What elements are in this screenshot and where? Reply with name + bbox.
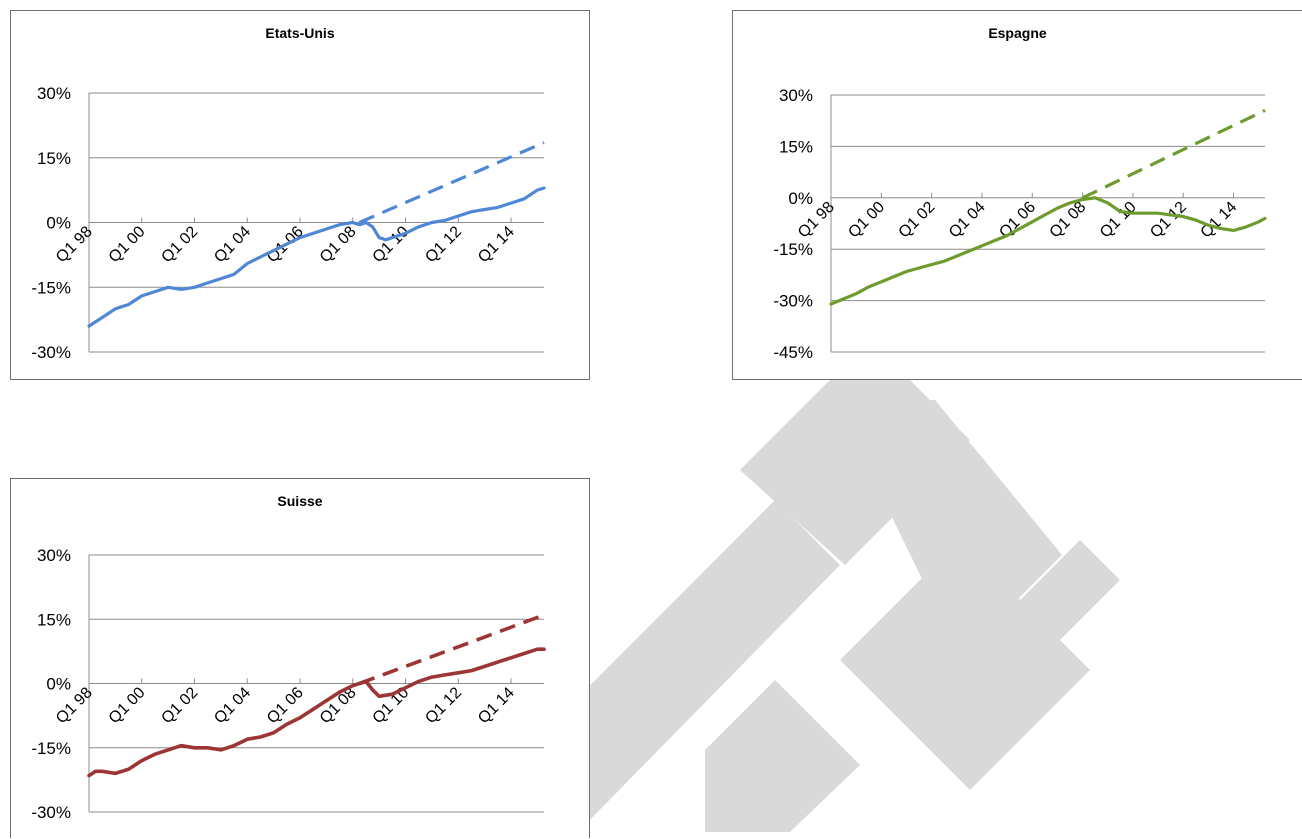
y-tick-label: 15% <box>779 137 813 156</box>
y-tick-label: 0% <box>788 189 813 208</box>
x-tick-label: Q1 14 <box>475 223 518 266</box>
y-tick-label: -15% <box>773 240 813 259</box>
chart-svg-etats-unis: 30%15%0%-15%-30%Q1 98 Q1 00 Q1 02 Q1 04 Q1 0… <box>31 84 546 362</box>
x-tick-label: Q1 14 <box>475 684 518 727</box>
x-tick-label: Q1 02 <box>158 223 201 266</box>
x-tick-label: Q1 00 <box>106 684 149 727</box>
chart-svg-espagne: 30%15%0%-15%-30%-45%Q1 98 Q1 00 Q1 02 Q1 04… <box>773 86 1267 362</box>
trend-line-dashed <box>358 141 545 224</box>
x-tick-label: Q1 14 <box>1198 199 1241 242</box>
y-tick-label: 15% <box>37 610 71 629</box>
chart-title: Etats-Unis <box>265 25 335 41</box>
y-tick-label: 0% <box>46 675 71 694</box>
chart-title: Espagne <box>988 25 1047 41</box>
x-tick-label: Q1 08 <box>317 684 360 727</box>
y-tick-label: -30% <box>31 343 71 362</box>
x-tick-label: Q1 02 <box>158 684 201 727</box>
chart-svg-suisse: 30%15%0%-15%-30%Q1 98 Q1 00 Q1 02 Q1 04 Q1 0… <box>31 546 546 822</box>
x-tick-label: Q1 04 <box>946 199 989 242</box>
x-tick-label: Q1 00 <box>106 223 149 266</box>
x-tick-label: Q1 12 <box>422 684 465 727</box>
y-tick-label: 15% <box>37 149 71 168</box>
x-tick-label: Q1 12 <box>1147 199 1190 242</box>
x-tick-label: Q1 04 <box>211 223 254 266</box>
y-tick-label: 30% <box>779 86 813 105</box>
x-tick-label: Q1 06 <box>264 684 307 727</box>
y-tick-label: 30% <box>37 84 71 103</box>
chart-panel-etats-unis: Etats-Unis 30% 15% 0% -15% -30% Q1 98 Q1 00 Q1 … <box>10 10 590 380</box>
y-tick-label: 0% <box>46 214 71 233</box>
y-tick-label: 30% <box>37 546 71 565</box>
x-tick-label: Q1 04 <box>211 684 254 727</box>
x-tick-label: Q1 12 <box>422 223 465 266</box>
trend-line-dashed <box>1081 108 1266 200</box>
series-line <box>829 196 1267 306</box>
series-line <box>87 647 546 778</box>
chart-panel-suisse: Suisse 30% 15% 0% -15% -30% Q1 98 Q1 00 Q1 02 Q1… <box>10 478 590 838</box>
y-tick-label: -15% <box>31 278 71 297</box>
series-line <box>87 186 546 328</box>
chart-panel-espagne: Espagne 30% 15% 0% -15% -30% -45% Q1 98 Q1 00 Q1… <box>732 10 1302 380</box>
trend-line-dashed <box>358 613 545 686</box>
y-tick-label: -45% <box>773 343 813 362</box>
x-tick-label: Q1 02 <box>896 199 939 242</box>
chart-title: Suisse <box>277 493 323 509</box>
y-tick-label: -30% <box>773 292 813 311</box>
x-tick-label: Q1 00 <box>845 199 888 242</box>
x-tick-label: Q1 10 <box>1097 199 1140 242</box>
y-tick-label: -15% <box>31 739 71 758</box>
y-tick-label: -30% <box>31 803 71 822</box>
